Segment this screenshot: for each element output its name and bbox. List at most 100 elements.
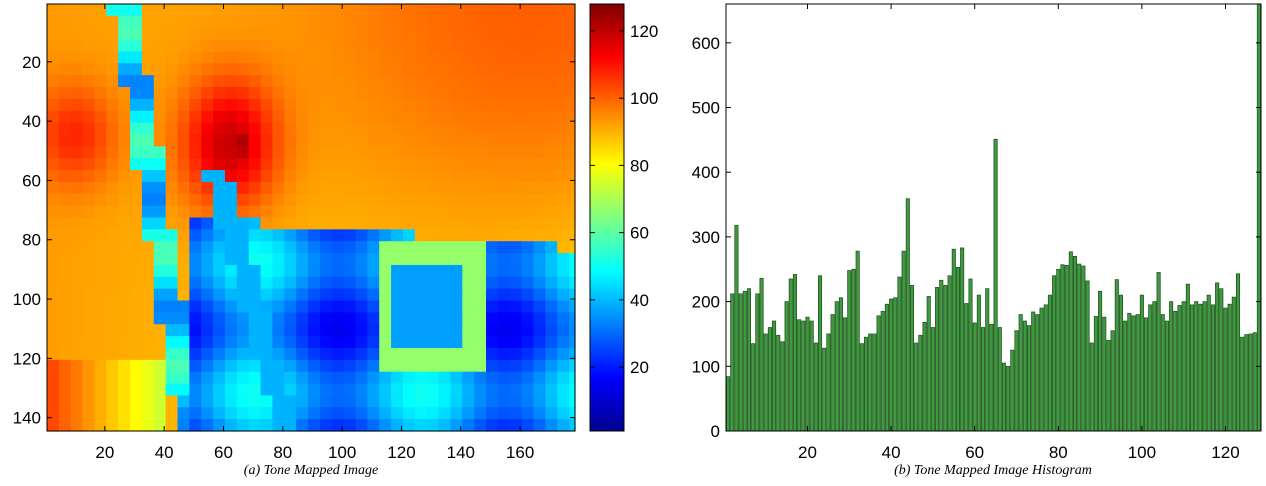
heatmap-cell (331, 87, 345, 100)
heatmap-cell (319, 229, 333, 242)
heatmap-cell (402, 51, 416, 64)
heatmap-cell (248, 27, 262, 41)
heatmap-cell (486, 407, 499, 420)
heatmap-cell (379, 288, 392, 302)
heatmap-cell (402, 146, 416, 159)
heatmap-cell (308, 181, 321, 195)
heatmap-cell (177, 300, 190, 313)
heatmap-cell (130, 371, 143, 385)
heatmap-cell (165, 146, 179, 159)
heatmap-cell (70, 51, 84, 64)
heatmap-cell (391, 75, 404, 88)
heatmap-cell (438, 87, 452, 100)
heatmap-cell (319, 51, 333, 64)
heatmap-cell (82, 39, 96, 53)
heatmap-cell (497, 276, 511, 290)
heatmap-cell (47, 276, 60, 290)
heatmap-cell (201, 253, 214, 266)
heatmap-cell (94, 87, 107, 100)
heatmap-cell (402, 359, 416, 373)
heatmap-cell (462, 276, 475, 290)
colorbar-tick-label: 100 (630, 89, 658, 108)
heatmap-cell (272, 193, 285, 207)
heatmap-cell (213, 336, 226, 349)
heatmap-cell (545, 229, 558, 242)
heatmap-cell (497, 193, 511, 207)
heatmap-cell (224, 312, 238, 325)
heatmap-cell (343, 407, 357, 420)
heatmap-cell (141, 312, 155, 325)
heatmap-cell (130, 98, 143, 112)
heatmap-cell (58, 27, 72, 41)
heatmap-cell (557, 336, 570, 349)
heatmap-cell (474, 229, 487, 242)
heatmap-cell (189, 87, 202, 100)
histogram-bar (918, 334, 923, 432)
heatmap-cell (355, 371, 368, 385)
histogram-bar (1018, 314, 1023, 432)
heatmap-cell (367, 383, 380, 397)
heatmap-cell (177, 383, 190, 397)
heatmap-cell (153, 15, 167, 29)
heatmap-cell (224, 193, 238, 207)
heatmap-cell (106, 181, 119, 195)
heatmap-cell (521, 336, 535, 349)
heatmap-cell (236, 170, 250, 183)
heatmap-cell (153, 347, 167, 361)
heatmap-cell (58, 39, 72, 53)
heatmap-cell (130, 181, 143, 195)
heatmap-cell (355, 300, 368, 313)
heatmap-cell (450, 288, 463, 302)
heatmap-cell (569, 383, 576, 397)
heatmap-cell (367, 253, 380, 266)
heatmap-cell (236, 39, 250, 53)
heatmap-cell (474, 181, 487, 195)
heatmap-cell (296, 407, 309, 420)
heatmap-cell (355, 336, 368, 349)
heatmap-cell (569, 324, 576, 337)
heatmap-cell (569, 4, 576, 17)
histogram-bar (772, 320, 777, 432)
heatmap-cell (118, 395, 131, 408)
heatmap-cell (177, 158, 190, 171)
heatmap-cell (533, 87, 546, 100)
heatmap-cell (474, 193, 487, 207)
heatmap-cell (331, 146, 345, 159)
heatmap-cell (545, 39, 558, 53)
heatmap-cell (296, 87, 309, 100)
heatmap-cell (224, 39, 238, 53)
heatmap-cell (70, 395, 84, 408)
histogram-bar (872, 333, 877, 432)
heatmap-cell (486, 229, 499, 242)
histogram-bar (1235, 273, 1241, 432)
heatmap-cell (343, 122, 357, 136)
heatmap-cell (248, 15, 262, 29)
heatmap-cell (165, 241, 179, 254)
histogram-bar (897, 276, 902, 432)
heatmap-image (47, 4, 576, 432)
heatmap-cell (509, 4, 523, 17)
heatmap-cell (248, 253, 262, 266)
heatmap-cell (343, 312, 357, 325)
heatmap-cell (486, 110, 499, 124)
heatmap-cell (533, 288, 546, 302)
heatmap-cell (165, 75, 179, 88)
heatmap-cell (462, 395, 475, 408)
heatmap-cell (296, 181, 309, 195)
heatmap-cell (462, 87, 475, 100)
heatmap-cell (426, 39, 440, 53)
histogram-bar (935, 287, 940, 432)
heatmap-cell (94, 170, 107, 183)
heatmap-cell (426, 229, 440, 242)
heatmap-cell (414, 75, 428, 88)
heatmap-cell (177, 217, 190, 230)
heatmap-cell (557, 229, 570, 242)
heatmap-cell (165, 347, 179, 361)
heatmap-cell (130, 39, 143, 53)
heatmap-cell (367, 312, 380, 325)
heatmap-cell (224, 134, 238, 147)
heatmap-cell (426, 276, 440, 290)
heatmap-cell (450, 419, 463, 432)
heatmap-cell (118, 193, 131, 207)
